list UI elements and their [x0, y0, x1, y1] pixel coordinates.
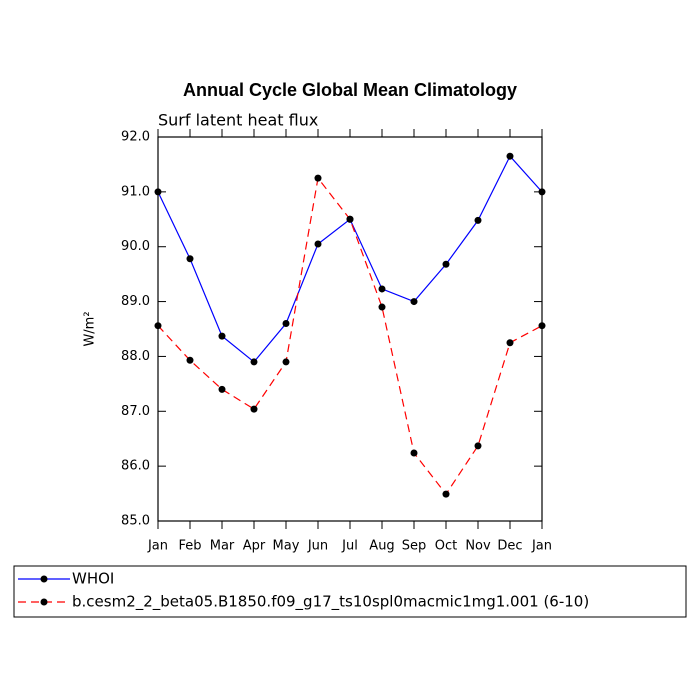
y-tick-label: 86.0	[121, 459, 150, 474]
data-point	[186, 255, 194, 263]
data-point	[282, 358, 290, 366]
data-point	[250, 405, 258, 413]
series-line	[157, 176, 543, 496]
data-point	[378, 303, 386, 311]
data-point	[186, 356, 194, 364]
data-point	[410, 449, 418, 457]
x-tick-label: Jan	[531, 539, 552, 554]
legend-label: WHOI	[72, 570, 114, 588]
y-tick-label: 89.0	[121, 294, 150, 309]
data-point	[154, 188, 162, 196]
x-tick-label: Oct	[435, 539, 457, 554]
y-tick-label: 85.0	[121, 514, 150, 529]
series-line	[157, 155, 543, 363]
y-tick-label: 91.0	[121, 184, 150, 199]
legend-marker	[40, 575, 48, 583]
x-tick-label: Apr	[243, 539, 266, 554]
y-tick-label: 87.0	[121, 404, 150, 419]
data-point	[410, 298, 418, 306]
x-tick-label: Feb	[178, 539, 201, 554]
y-tick-label: 90.0	[121, 239, 150, 254]
x-tick-label: Jul	[341, 539, 358, 554]
legend-marker	[40, 598, 48, 606]
y-axis-label: W/m²	[83, 311, 98, 346]
data-point	[378, 285, 386, 293]
y-tick-label: 88.0	[121, 349, 150, 364]
y-tick-label: 92.0	[121, 130, 150, 145]
x-tick-label: Dec	[497, 539, 522, 554]
data-point	[474, 442, 482, 450]
data-point	[282, 320, 290, 328]
x-tick-label: Jun	[307, 539, 328, 554]
data-point	[442, 260, 450, 268]
data-point	[314, 174, 322, 182]
x-tick-label: May	[273, 539, 300, 554]
data-point	[474, 216, 482, 224]
legend-box	[13, 565, 687, 618]
x-tick-label: Mar	[210, 539, 235, 554]
data-point	[154, 322, 162, 330]
data-point	[442, 490, 450, 498]
plot-frame	[157, 136, 543, 522]
data-point	[506, 152, 514, 160]
x-tick-label: Aug	[369, 539, 394, 554]
data-point	[506, 339, 514, 347]
x-tick-label: Jan	[147, 539, 168, 554]
chart-subtitle: Surf latent heat flux	[158, 111, 318, 130]
data-point	[346, 215, 354, 223]
chart-title: Annual Cycle Global Mean Climatology	[183, 80, 517, 100]
data-point	[250, 358, 258, 366]
data-point	[218, 332, 226, 340]
data-point	[538, 322, 546, 330]
legend-label: b.cesm2_2_beta05.B1850.f09_g17_ts10spl0m…	[72, 593, 589, 612]
data-point	[538, 188, 546, 196]
data-point	[218, 385, 226, 393]
x-tick-label: Nov	[465, 539, 491, 554]
data-point	[314, 240, 322, 248]
x-tick-label: Sep	[402, 539, 427, 554]
